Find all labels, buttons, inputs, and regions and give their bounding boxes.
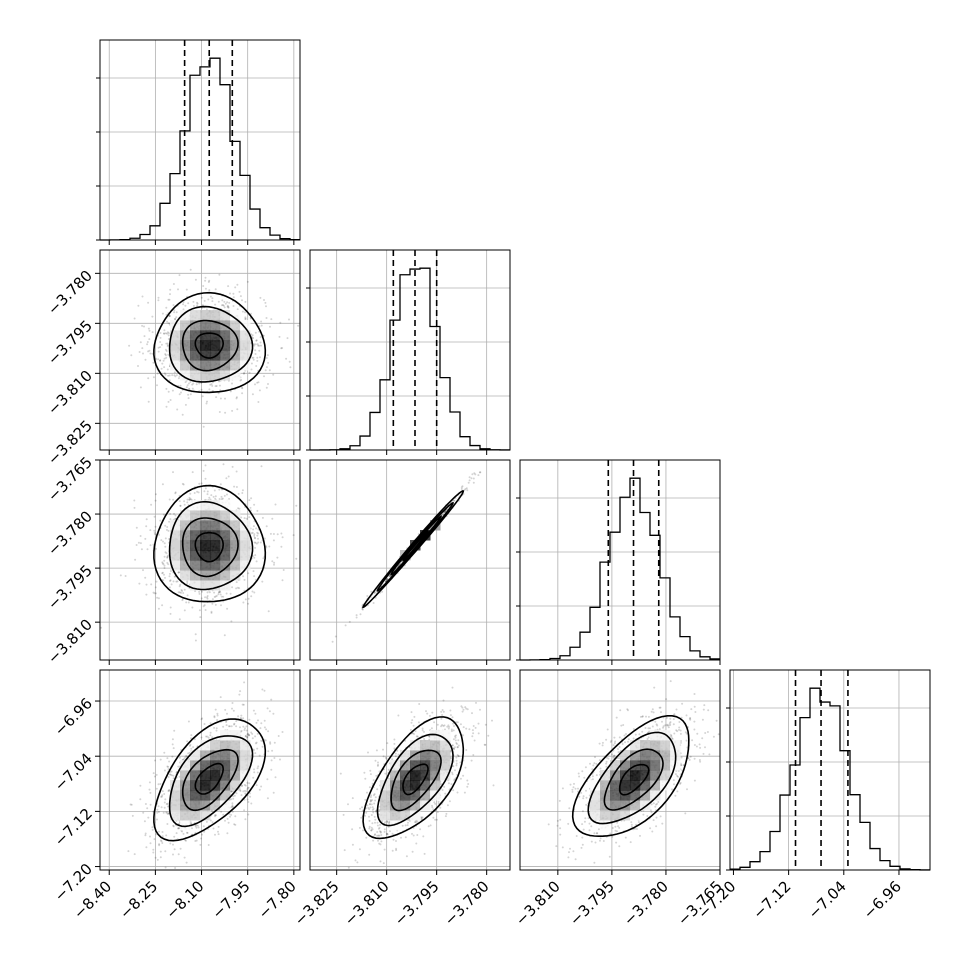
panel-frame: [99, 669, 301, 871]
density-0-2: [170, 500, 251, 591]
panel-frame: [519, 459, 721, 661]
density-0-3: [170, 730, 251, 831]
contour-1-2-2: [376, 502, 454, 592]
contour-0-2-2: [168, 500, 254, 591]
contour-0-2-3: [153, 484, 267, 603]
hist-panel-2: [516, 459, 721, 665]
contour-0-3-2: [168, 735, 254, 828]
panel-frame: [99, 39, 301, 241]
contour-2-3-3: [571, 715, 690, 837]
contour-2-3-1: [603, 748, 664, 811]
contour-0-1-3: [153, 291, 267, 394]
contour-2-3-2: [587, 731, 677, 825]
panel-frame: [309, 669, 511, 871]
histogram-0: [100, 57, 300, 241]
contour-1-2-1: [390, 515, 442, 576]
panel-frame: [519, 669, 721, 871]
panel-frame: [309, 459, 511, 661]
contour-0-1-0: [194, 332, 225, 359]
contour-0-2-0: [194, 531, 225, 563]
contour-1-2-3: [362, 490, 465, 609]
contour-0-1-1: [181, 319, 239, 372]
hist-panel-1: [306, 249, 511, 455]
contour-1-3-0: [402, 763, 429, 796]
contour-0-3-1: [181, 748, 239, 812]
contour-2-3-0: [618, 763, 650, 796]
contour-0-3-3: [153, 718, 267, 842]
contour-1-3-1: [390, 749, 442, 812]
histogram-2: [520, 477, 720, 661]
contour-0-3-0: [194, 762, 225, 795]
contour-0-2-1: [181, 517, 239, 578]
panel-frame: [729, 669, 931, 871]
panel-frame: [309, 249, 511, 451]
contour-1-3-3: [362, 716, 465, 840]
panel-frame: [99, 249, 301, 451]
histogram-1: [310, 267, 510, 451]
hist-panel-0: [96, 39, 301, 245]
panel-frame: [99, 459, 301, 661]
contour-1-2-0: [402, 530, 429, 562]
scatter-panel-1-2: [309, 459, 511, 665]
contour-0-1-2: [168, 305, 254, 383]
contour-1-3-2: [376, 733, 454, 827]
histogram-3: [730, 687, 930, 871]
